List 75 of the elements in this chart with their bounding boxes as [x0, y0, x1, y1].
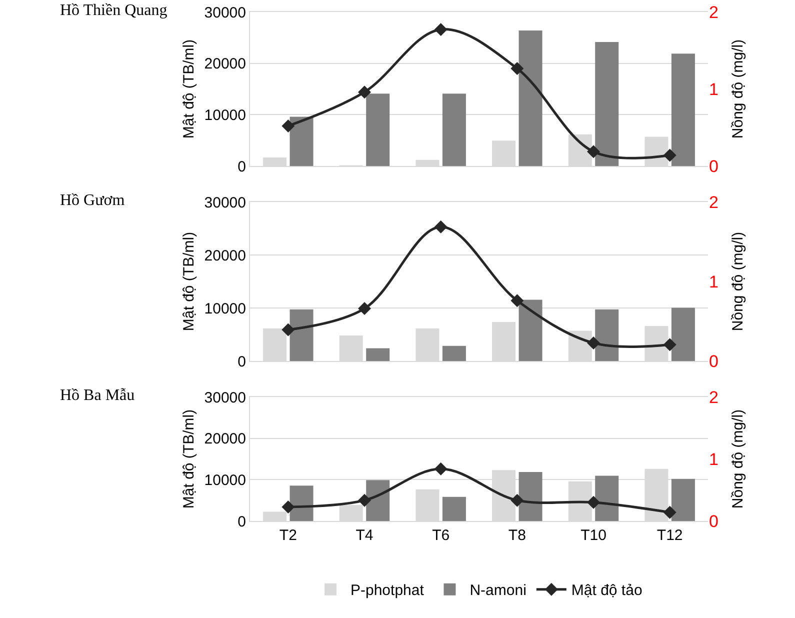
point	[663, 506, 676, 519]
bar	[290, 309, 314, 361]
point	[663, 338, 676, 352]
point	[510, 62, 524, 75]
text: Hồ Thiền Quang	[60, 2, 168, 20]
y-tick-label: 20000	[204, 247, 246, 264]
y-tick-label: 20000	[204, 56, 246, 73]
y2-tick-label: 1	[709, 272, 718, 292]
bar	[595, 42, 619, 166]
x-tick-label: T10	[580, 527, 606, 544]
point	[434, 462, 448, 476]
bar	[671, 478, 695, 521]
x-tick-label: T6	[432, 527, 450, 544]
bar	[518, 30, 542, 166]
point	[587, 145, 600, 158]
point	[510, 494, 524, 507]
legend-label: Mật độ tảo	[571, 582, 642, 600]
point	[510, 294, 524, 308]
x-tick-label: T2	[279, 527, 297, 544]
point	[587, 496, 600, 509]
point	[663, 148, 676, 162]
bar	[290, 486, 314, 521]
y-tick-label: 10000	[204, 300, 246, 318]
y-tick-label: 30000	[204, 194, 246, 212]
y2-axis-title: Nồng độ (mg/l)	[729, 409, 746, 509]
y2-tick-label: 0	[709, 512, 718, 531]
y-tick-label: 0	[238, 513, 246, 530]
point	[358, 494, 371, 507]
bar	[595, 309, 619, 361]
y-tick-label: 20000	[204, 430, 246, 448]
y2-tick-label: 2	[709, 388, 718, 407]
y-axis-title: Mật độ (TB/ml)	[180, 232, 198, 332]
bar	[290, 116, 314, 166]
x-tick-label: T12	[656, 527, 683, 544]
point	[358, 86, 371, 99]
y-tick-label: 10000	[204, 472, 246, 489]
bar	[595, 476, 619, 521]
point	[282, 119, 295, 132]
point	[434, 22, 448, 36]
y2-tick-label: 0	[709, 352, 718, 371]
bar	[442, 346, 466, 361]
y2-tick-label: 1	[709, 450, 718, 469]
bar	[671, 54, 695, 166]
bar	[518, 300, 542, 361]
point	[358, 302, 371, 316]
bar	[442, 496, 466, 521]
text: Hồ Gươm	[60, 192, 126, 210]
y2-tick-label: 1	[709, 80, 718, 99]
x-tick-label: T8	[508, 527, 526, 544]
point	[434, 220, 448, 234]
point	[282, 323, 295, 336]
y-tick-label: 30000	[204, 4, 246, 22]
legend-label: N-amoni	[470, 582, 526, 600]
point	[587, 336, 600, 350]
bar	[366, 480, 390, 521]
text: Hồ Ba Mẫu	[60, 387, 135, 404]
y-tick-label: 0	[238, 158, 246, 176]
y-axis-title: Mật độ (TB/ml)	[180, 409, 198, 509]
y-tick-label: 0	[238, 353, 246, 370]
y2-axis-title: Nồng độ (mg/l)	[729, 39, 746, 139]
bar	[671, 308, 695, 361]
bar	[442, 94, 466, 166]
y2-axis-title: Nồng độ (mg/l)	[729, 232, 746, 332]
y-tick-label: 30000	[204, 389, 246, 406]
bar	[518, 472, 542, 521]
point	[282, 500, 295, 514]
y2-tick-label: 2	[709, 2, 718, 22]
y-tick-label: 10000	[204, 106, 246, 124]
y-axis-title: Mật độ (TB/ml)	[180, 39, 198, 139]
bar	[366, 348, 390, 361]
y2-tick-label: 0	[709, 156, 718, 176]
y2-tick-label: 2	[709, 192, 718, 212]
x-tick-label: T4	[356, 527, 374, 544]
legend-label: P-photphat	[350, 582, 425, 600]
bar	[366, 94, 390, 166]
